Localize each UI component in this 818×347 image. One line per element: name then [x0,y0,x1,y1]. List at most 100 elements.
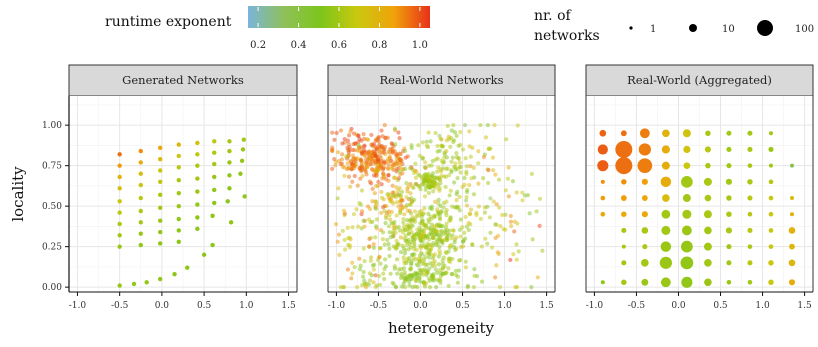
data-point [408,166,413,171]
data-point [403,277,408,282]
data-point [435,241,440,246]
data-point [330,130,335,135]
data-point [449,272,454,277]
data-point [361,269,366,275]
data-point [493,172,498,177]
aggregate-point [726,244,732,250]
data-point [379,189,384,195]
aggregate-point [683,162,691,169]
data-point [446,258,452,263]
data-point [346,174,352,179]
color-bar-tick-label: 1.0 [412,40,428,51]
data-point [510,179,515,184]
data-point [435,169,440,174]
aggregate-point [704,278,712,287]
data-point [515,123,520,128]
data-point [138,148,143,154]
data-point [380,237,386,242]
data-point [449,128,454,133]
aggregate-point [660,241,672,252]
data-point [351,131,357,136]
data-point [442,152,447,157]
data-point [437,212,443,217]
data-point [456,143,461,148]
data-point [195,202,200,207]
data-point [350,161,355,167]
aggregate-point [726,211,732,217]
data-point [195,140,200,146]
data-point [386,224,392,229]
aggregate-point [621,279,627,286]
data-point [487,146,492,152]
aggregate-point [661,209,671,219]
data-point [408,211,414,216]
data-point [450,233,455,238]
aggregate-point [747,163,753,168]
data-point [470,145,475,150]
data-point [361,246,366,251]
data-point [407,283,412,288]
data-point [453,268,458,274]
data-point [439,143,444,149]
data-point [374,146,379,151]
data-point [352,265,357,270]
aggregate-point [641,211,648,218]
data-point [419,228,424,233]
data-point [508,219,514,224]
data-point [454,192,459,197]
data-point [176,216,181,222]
aggregate-point [703,210,712,219]
data-point [460,225,465,230]
data-point [333,222,339,227]
data-point [176,153,181,159]
data-point [494,222,499,227]
data-point [365,165,370,170]
data-point [367,278,373,283]
data-point [385,157,390,162]
data-point [138,171,143,176]
data-point [449,169,454,175]
data-point [348,184,353,189]
data-point [373,183,379,189]
data-point [463,259,468,264]
aggregate-point [597,144,608,155]
aggregate-point [681,175,693,188]
size-legend-label-100: 100 [795,24,814,35]
data-point [365,161,371,166]
data-point [408,226,413,231]
aggregate-point [726,195,732,201]
data-point [436,233,441,238]
data-point [172,271,177,277]
color-bar [248,6,430,28]
data-point [535,275,540,280]
data-point [352,156,357,161]
data-point [346,133,352,138]
data-point [370,186,375,191]
x-tick-label: 0.0 [671,301,686,311]
data-point [212,200,217,206]
data-point [397,209,403,214]
aggregate-point [768,163,773,168]
data-point [464,224,470,229]
data-point [471,285,477,290]
data-point [520,198,525,203]
data-point [427,252,432,257]
aggregate-point [638,143,651,156]
data-point [392,226,397,231]
data-point [158,218,163,223]
data-point [436,197,441,202]
data-point [376,179,381,185]
data-point [412,170,417,176]
data-point [355,224,361,229]
data-point [463,214,468,220]
generated-points [117,137,247,288]
data-point [433,267,438,272]
data-point [537,223,542,228]
data-point [428,246,433,251]
size-legend-dot-10 [689,24,697,32]
data-point [330,145,335,150]
data-point [417,276,422,281]
panel-strip-title: Real-World (Aggregated) [627,73,772,87]
data-point [376,167,382,172]
data-point [403,238,408,243]
